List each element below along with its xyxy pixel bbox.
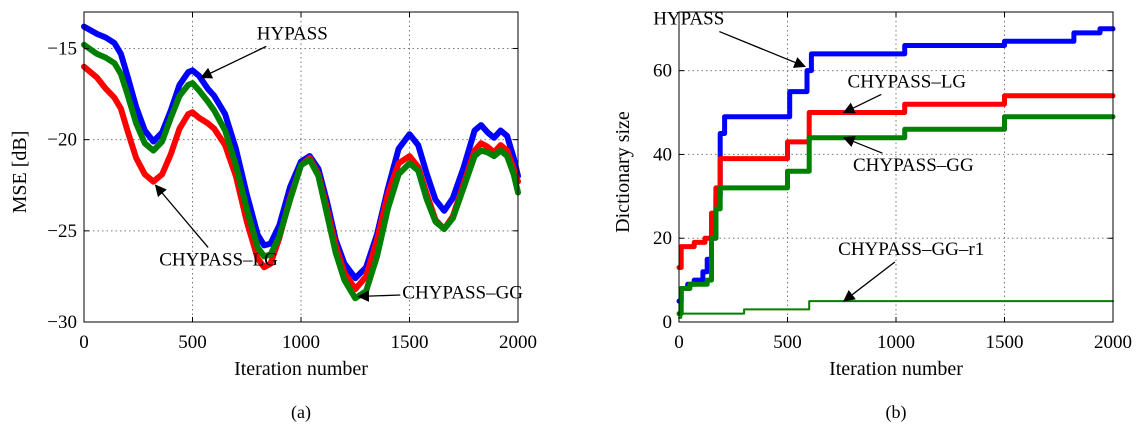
panel-a-caption: (a) bbox=[291, 402, 311, 423]
panel-a-annotation-label: CHYPASS–GG bbox=[402, 282, 523, 303]
panel-a-y-tick-label: −15 bbox=[47, 38, 77, 59]
panel-b-annotation-arrow bbox=[842, 261, 896, 302]
panel-b-dictionary-chart: Iteration number Dictionary size (b) 0 50… bbox=[612, 9, 1132, 423]
panel-b-y-tick-label: 40 bbox=[653, 144, 672, 165]
panel-a-ylabel: MSE [dB] bbox=[9, 131, 31, 214]
panel-b-x-tick-label: 1000 bbox=[877, 332, 915, 353]
panel-b-caption: (b) bbox=[886, 402, 907, 423]
panel-b-x-tick-label: 2000 bbox=[1094, 332, 1132, 353]
panel-a-x-tick-label: 1500 bbox=[391, 332, 429, 353]
panel-b-x-tick-label: 500 bbox=[773, 332, 802, 353]
panel-b-annotation-label: CHYPASS–LG bbox=[848, 71, 967, 92]
panel-a-annotation-label: CHYPASS–LG bbox=[159, 249, 278, 270]
panel-b-y-tick-label: 60 bbox=[653, 61, 672, 82]
panel-a-annotation-arrow bbox=[154, 184, 209, 248]
panel-b-y-tick-label: 20 bbox=[653, 228, 672, 249]
panel-a-x-tick-label: 2000 bbox=[499, 332, 537, 353]
panel-b-annotation-label: CHYPASS–GG bbox=[853, 155, 974, 176]
panel-a-xlabel: Iteration number bbox=[234, 358, 368, 380]
panel-a-y-tick-label: −25 bbox=[47, 221, 77, 242]
panel-a-annotation-arrow bbox=[357, 290, 401, 302]
panel-a-x-tick-label: 500 bbox=[178, 332, 207, 353]
panel-b-series-line-chypass-gg-r1 bbox=[678, 300, 1114, 319]
panel-a-series-line-chypass-gg bbox=[81, 41, 521, 302]
panel-a-x-tick-label: 0 bbox=[79, 332, 89, 353]
panel-b-annotation-arrow bbox=[719, 30, 806, 68]
panel-b-ylabel: Dictionary size bbox=[612, 111, 634, 233]
panel-a-mse-chart: Iteration number MSE [dB] (a) 0 500 1000 15… bbox=[9, 11, 537, 423]
panel-a-y-tick-label: −20 bbox=[47, 130, 77, 151]
panel-a-y-tick-label: −30 bbox=[47, 312, 77, 333]
panel-b-xlabel: Iteration number bbox=[829, 358, 963, 380]
panel-a-x-tick-label: 1000 bbox=[282, 332, 320, 353]
panel-b-annotation-arrow bbox=[842, 136, 883, 154]
panel-b-x-tick-label: 0 bbox=[674, 332, 684, 353]
panel-b-annotation-label: CHYPASS–GG–r1 bbox=[838, 239, 984, 260]
panel-b-series-line-chypass-gg bbox=[676, 114, 1116, 317]
panel-b-annotation-arrow bbox=[842, 93, 882, 114]
panel-b-x-tick-label: 1500 bbox=[986, 332, 1024, 353]
panel-a-annotation-label: HYPASS bbox=[257, 23, 328, 44]
panel-b-y-tick-label: 0 bbox=[663, 312, 673, 333]
panel-b-annotation-label: HYPASS bbox=[653, 9, 724, 30]
panel-a-annotation-arrow bbox=[200, 45, 267, 79]
